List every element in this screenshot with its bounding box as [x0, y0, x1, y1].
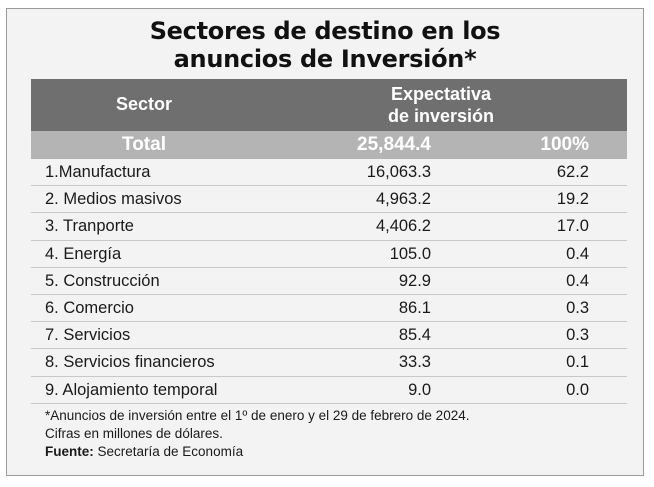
- row-percent: 0.3: [566, 326, 589, 345]
- source-label: Fuente:: [45, 444, 94, 459]
- row-label: 6. Comercio: [45, 298, 134, 317]
- title-line-2: anuncios de Inversión*: [173, 45, 477, 73]
- infographic-panel: Sectores de destino en los anuncios de I…: [6, 8, 644, 476]
- row-label: 9. Alojamiento temporal: [45, 380, 218, 399]
- row-percent: 0.3: [566, 298, 589, 317]
- footnote-period: *Anuncios de inversión entre el 1º de en…: [45, 408, 470, 423]
- header-sector: Sector: [115, 94, 173, 114]
- row-label: 5. Construcción: [45, 271, 160, 290]
- header-expectativa-line-1: Expectativa: [390, 84, 492, 104]
- row-label: 1.Manufactura: [45, 163, 151, 181]
- table-row: 6. Comercio 86.1 0.3: [31, 295, 627, 323]
- row-percent: 0.4: [566, 271, 589, 290]
- total-percent: 100%: [540, 134, 589, 155]
- table-row: 2. Medios masivos 4,963.2 19.2: [31, 186, 627, 214]
- row-value: 105.0: [389, 244, 431, 263]
- footnotes: *Anuncios de inversión entre el 1º de en…: [45, 407, 469, 461]
- table-row: 4. Energía 105.0 0.4: [31, 241, 627, 268]
- row-percent: 0.0: [566, 380, 589, 399]
- footnote-source: Fuente: Secretaría de Economía: [45, 443, 469, 461]
- table-row: 7. Servicios 85.4 0.3: [31, 322, 627, 350]
- header-expectativa-line-2: de inversión: [387, 106, 495, 126]
- source-text: Secretaría de Economía: [93, 444, 244, 459]
- row-label: 8. Servicios financieros: [45, 353, 215, 372]
- table-row: 5. Construcción 92.9 0.4: [31, 268, 627, 295]
- total-row: Total 25,844.4 100%: [31, 131, 627, 159]
- total-label: Total: [122, 134, 166, 155]
- table-header: Sector Expectativa de inversión: [31, 79, 627, 131]
- row-value: 9.0: [408, 380, 431, 399]
- row-percent: 0.4: [566, 244, 589, 263]
- row-percent: 19.2: [556, 190, 589, 209]
- row-percent: 0.1: [566, 353, 589, 372]
- header-expectativa: Expectativa de inversión: [331, 83, 551, 127]
- footnote-units: Cifras en millones de dólares.: [45, 426, 223, 441]
- row-percent: 17.0: [556, 217, 589, 236]
- row-label: 3. Tranporte: [45, 217, 134, 236]
- title-line-1: Sectores de destino en los: [149, 17, 501, 45]
- row-label: 7. Servicios: [45, 326, 131, 345]
- table-row: 3. Tranporte 4,406.2 17.0: [31, 213, 627, 241]
- row-value: 85.4: [398, 326, 431, 345]
- row-value: 92.9: [398, 271, 431, 290]
- table-row: 1.Manufactura 16,063.3 62.2: [31, 159, 627, 187]
- row-label: 2. Medios masivos: [45, 190, 182, 209]
- table-title: Sectores de destino en los anuncios de I…: [7, 17, 643, 73]
- row-value: 86.1: [398, 298, 431, 317]
- row-value: 4,406.2: [375, 217, 431, 236]
- table-body: 1.Manufactura 16,063.3 62.2 2. Medios masiv…: [31, 159, 627, 404]
- row-percent: 62.2: [556, 163, 589, 181]
- row-value: 16,063.3: [366, 163, 431, 181]
- total-value: 25,844.4: [357, 134, 431, 155]
- table-row: 8. Servicios financieros 33.3 0.1: [31, 349, 627, 377]
- table-row: 9. Alojamiento temporal 9.0 0.0: [31, 377, 627, 404]
- row-value: 4,963.2: [375, 190, 431, 209]
- row-value: 33.3: [398, 353, 431, 372]
- row-label: 4. Energía: [45, 244, 122, 263]
